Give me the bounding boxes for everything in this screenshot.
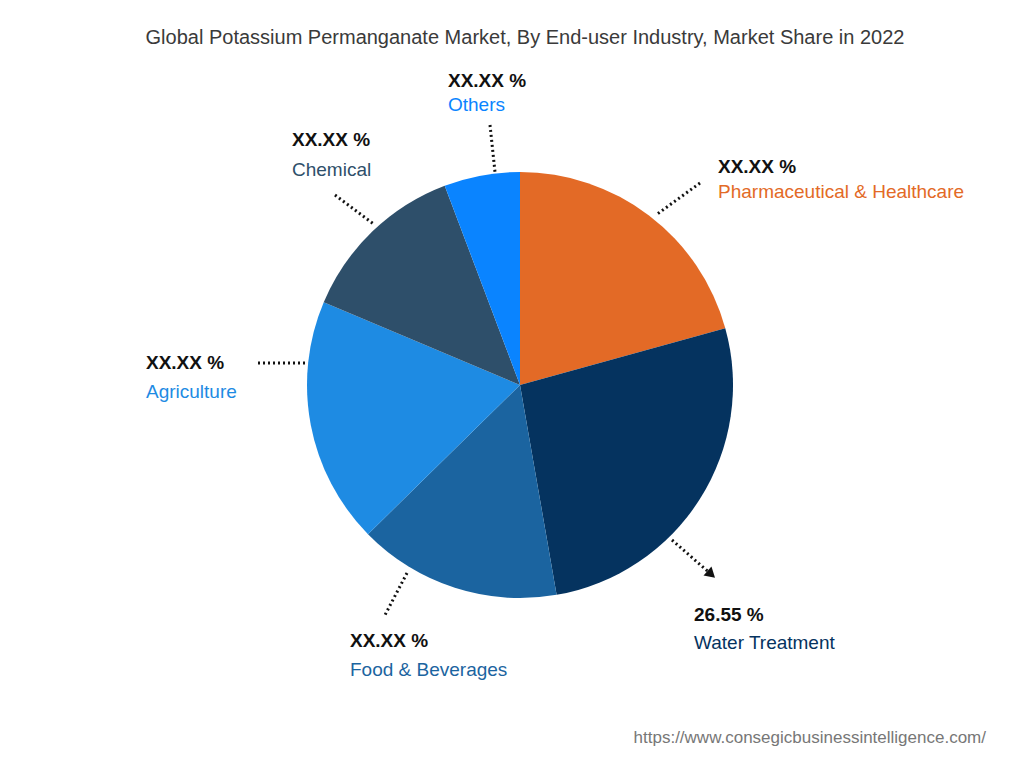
chart-svg: Global Potassium Permanganate Market, By… [0, 0, 1024, 768]
data-label: XX.XX % [448, 70, 526, 91]
data-label: XX.XX % [350, 630, 428, 651]
category-label: Water Treatment [694, 632, 836, 653]
data-label: 26.55 % [694, 604, 764, 625]
category-label: Chemical [292, 159, 371, 180]
category-label: Agriculture [146, 381, 237, 402]
leader-line [490, 125, 495, 172]
pie-slice [520, 328, 733, 595]
category-label: Food & Beverages [350, 659, 507, 680]
leader-line [385, 573, 407, 615]
source-url: https://www.consegicbusinessintelligence… [634, 728, 987, 747]
leader-line [258, 362, 305, 365]
data-label: XX.XX % [146, 352, 224, 373]
chart-root: Global Potassium Permanganate Market, By… [0, 0, 1024, 768]
slices [307, 172, 733, 598]
category-label: Others [448, 94, 505, 115]
labels: XX.XX % Pharmaceutical & Healthcare 26.55 … [146, 70, 964, 680]
leader-line [656, 183, 700, 215]
leader-arrow [704, 567, 715, 578]
chart-title: Global Potassium Permanganate Market, By… [146, 26, 905, 48]
leader-line [672, 540, 712, 575]
pie-slice [445, 172, 520, 385]
data-label: XX.XX % [718, 156, 796, 177]
category-label: Pharmaceutical & Healthcare [718, 181, 964, 202]
data-label: XX.XX % [292, 129, 370, 150]
leader-line [335, 195, 375, 225]
